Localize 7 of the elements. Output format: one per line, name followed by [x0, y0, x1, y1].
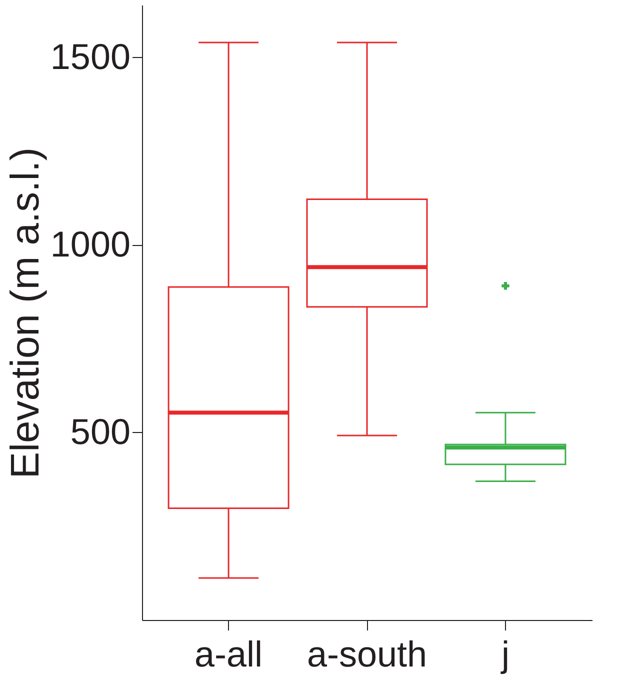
y-tick-label: 1500 — [50, 36, 130, 77]
x-tick-label: a-all — [194, 634, 263, 674]
y-tick-label: 500 — [70, 411, 130, 452]
x-tick-label: j — [500, 634, 510, 674]
y-tick-label: 1000 — [50, 224, 130, 264]
y-axis-title: Elevation (m a.s.l.) — [3, 147, 48, 479]
x-tick-label: a-south — [306, 634, 428, 674]
